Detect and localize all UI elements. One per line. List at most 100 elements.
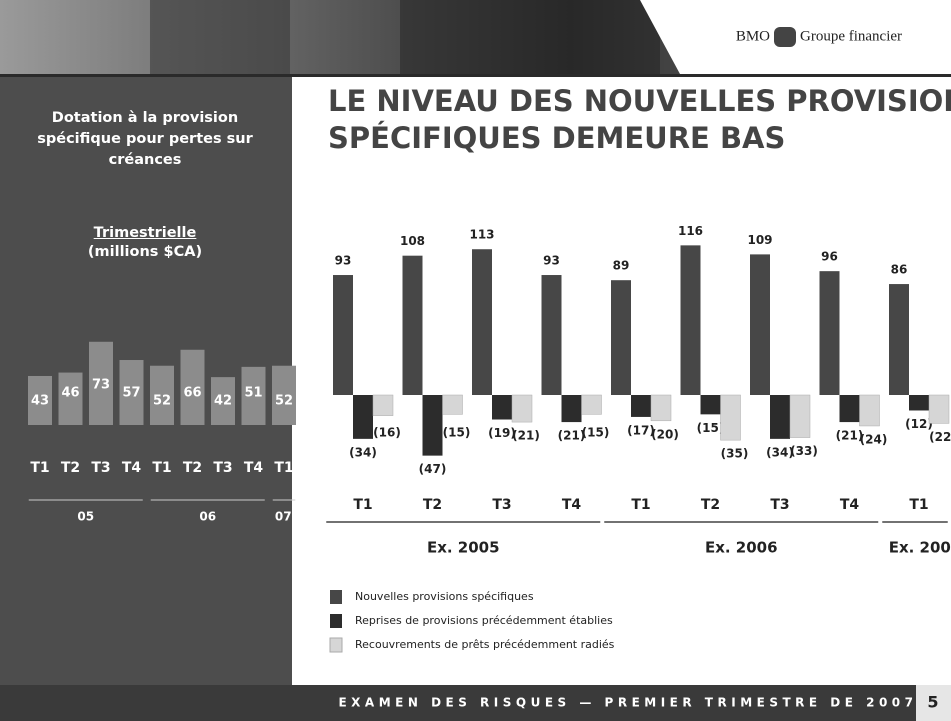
bar (582, 395, 602, 414)
bar (721, 395, 741, 440)
bar (631, 395, 651, 417)
value-label: 93 (335, 254, 352, 268)
value-label: 51 (244, 386, 262, 401)
x-tick-label: T2 (61, 460, 80, 476)
bar (909, 395, 929, 410)
legend-label: Recouvrements de prêts précédemment radi… (355, 638, 615, 651)
value-label: 113 (469, 228, 494, 242)
value-label: 43 (31, 394, 49, 409)
legend-label: Nouvelles provisions spécifiques (355, 590, 534, 603)
x-tick-label: T1 (274, 460, 293, 476)
value-label: 52 (153, 394, 171, 409)
bar (701, 395, 721, 414)
bar (820, 271, 840, 395)
bar (542, 275, 562, 395)
x-tick-label: T4 (244, 460, 264, 476)
value-label: (34) (349, 445, 377, 459)
banner-panel (400, 0, 660, 74)
legend-swatch (330, 614, 342, 628)
value-label: 73 (92, 378, 110, 393)
group-label: Ex. 2007 (889, 539, 951, 557)
value-label: (16) (373, 426, 401, 440)
value-label: (20) (651, 427, 679, 441)
bar (423, 395, 443, 456)
bar (790, 395, 810, 438)
bar (443, 395, 463, 414)
footer-text: EXAMEN DES RISQUES — PREMIER TRIMESTRE D… (338, 696, 917, 710)
value-label: 93 (543, 254, 560, 268)
slide: BMO Groupe financier EXAMEN DES RISQUES … (0, 0, 951, 721)
value-label: (21) (512, 429, 540, 443)
bar (840, 395, 860, 422)
x-tick-label: T1 (909, 497, 928, 513)
banner-panel (150, 0, 290, 74)
x-tick-label: T2 (183, 460, 202, 476)
x-tick-label: T3 (91, 460, 110, 476)
value-label: 46 (61, 386, 79, 401)
bar (403, 256, 423, 395)
x-tick-label: T2 (701, 497, 720, 513)
x-tick-label: T4 (840, 497, 860, 513)
bar (562, 395, 582, 422)
group-label: Ex. 2005 (427, 539, 500, 557)
logo-icon (774, 27, 796, 47)
group-label: Ex. 2006 (705, 539, 778, 557)
x-tick-label: T1 (631, 497, 650, 513)
x-tick-label: T1 (152, 460, 171, 476)
bar (770, 395, 790, 439)
value-label: (15) (582, 426, 610, 440)
banner-rule (0, 74, 951, 77)
value-label: 52 (275, 394, 293, 409)
value-label: 42 (214, 394, 232, 409)
group-label: 05 (77, 510, 94, 524)
bar (373, 395, 393, 416)
bar (651, 395, 671, 421)
x-tick-label: T4 (562, 497, 582, 513)
title-line: SPÉCIFIQUES DEMEURE BAS (328, 121, 785, 155)
page-number: 5 (927, 693, 938, 712)
bar (333, 275, 353, 395)
value-label: 89 (613, 259, 630, 273)
side-subtitle: Trimestrielle (30, 224, 260, 243)
x-tick-label: T4 (122, 460, 142, 476)
bar (512, 395, 532, 422)
value-label: 57 (122, 386, 140, 401)
brand-suffix: Groupe financier (800, 28, 902, 44)
bar (681, 245, 701, 395)
value-label: 109 (747, 233, 772, 247)
bar (611, 280, 631, 395)
value-label: (22) (929, 430, 951, 444)
value-label: 86 (891, 263, 908, 277)
value-label: 66 (183, 386, 201, 401)
bar (492, 395, 512, 420)
bar (472, 249, 492, 395)
bar (929, 395, 949, 423)
value-label: (15) (443, 426, 471, 440)
title-line: LE NIVEAU DES NOUVELLES PROVISIONS (328, 84, 951, 118)
x-tick-label: T3 (213, 460, 232, 476)
value-label: (35) (721, 447, 749, 461)
legend-swatch (330, 590, 342, 604)
x-tick-label: T2 (423, 497, 442, 513)
x-tick-label: T1 (353, 497, 372, 513)
bar (860, 395, 880, 426)
value-label: 96 (821, 250, 838, 264)
x-tick-label: T3 (770, 497, 789, 513)
side-unit: (millions $CA) (30, 243, 260, 262)
value-label: (33) (790, 444, 818, 458)
side-title: Dotation à la provision spécifique pour … (30, 108, 260, 171)
value-label: (47) (419, 462, 447, 476)
legend-swatch (330, 638, 342, 652)
legend-label: Reprises de provisions précédemment étab… (355, 614, 613, 627)
value-label: (12) (905, 417, 933, 431)
x-tick-label: T1 (30, 460, 49, 476)
bar (353, 395, 373, 439)
value-label: (24) (860, 432, 888, 446)
brand: BMO (736, 28, 770, 44)
group-label: 07 (275, 510, 292, 524)
bar (750, 254, 770, 395)
value-label: (15) (697, 421, 725, 435)
x-tick-label: T3 (492, 497, 511, 513)
group-label: 06 (199, 510, 216, 524)
value-label: 116 (678, 224, 703, 238)
